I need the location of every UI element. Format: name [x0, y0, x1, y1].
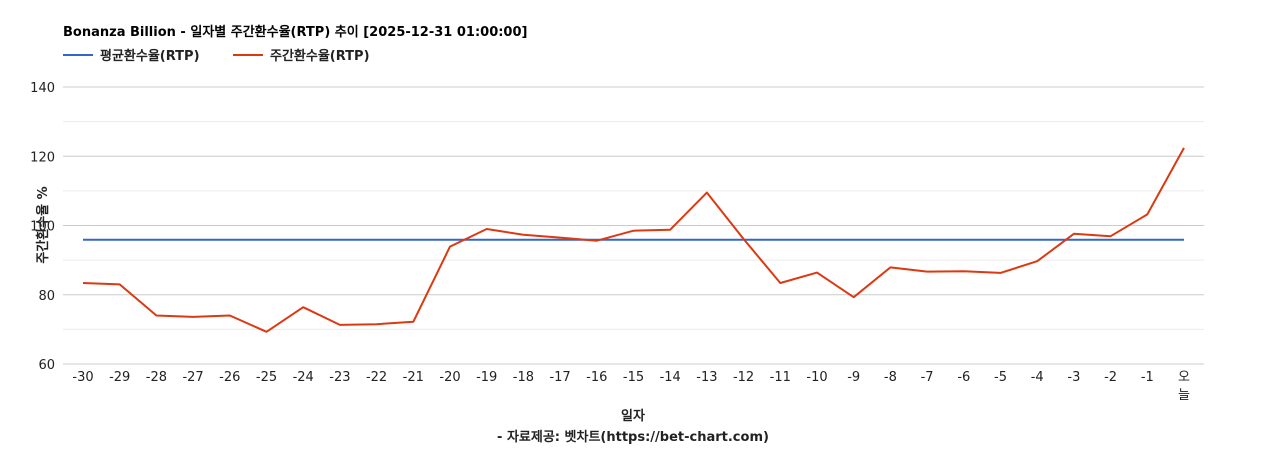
x-tick-label: -16 [586, 370, 607, 385]
x-tick-label: -6 [957, 370, 970, 385]
legend: 평균환수율(RTP) 주간환수율(RTP) [63, 48, 370, 64]
x-tick-label: -19 [476, 370, 497, 385]
x-tick-label: -4 [1031, 370, 1044, 385]
x-tick-label: -17 [549, 370, 570, 385]
x-tick-label: -3 [1067, 370, 1080, 385]
x-tick-label: -30 [72, 370, 93, 385]
y-tick-label: 120 [30, 150, 55, 165]
x-tick-label: -18 [513, 370, 534, 385]
y-axis-title: 주간환수율 % [35, 186, 51, 263]
x-axis-title: 일자 [621, 409, 645, 424]
x-tick-label: -2 [1104, 370, 1117, 385]
x-axis-ticks: -30 -29 -28 -27 -26 -25 -24 -23 -22 -21 -20 -19 -18-… [72, 370, 1190, 403]
legend-label-avg[interactable]: 평균환수율(RTP) [100, 48, 200, 64]
x-tick-label: -24 [293, 370, 314, 385]
x-tick-label: -25 [256, 370, 277, 385]
legend-label-weekly[interactable]: 주간환수율(RTP) [270, 48, 370, 64]
x-tick-label: -28 [146, 370, 167, 385]
x-tick-label: -26 [219, 370, 240, 385]
source-credit: - 자료제공: 벳차트(https://bet-chart.com) [497, 429, 769, 445]
x-tick-label: -7 [921, 370, 934, 385]
series-lines [82, 147, 1185, 333]
x-tick-label: -12 [733, 370, 754, 385]
x-tick-label: -15 [623, 370, 644, 385]
x-tick-label: -23 [329, 370, 350, 385]
y-tick-label: 80 [38, 289, 55, 304]
x-tick-label: -21 [403, 370, 424, 385]
x-tick-label: -1 [1141, 370, 1154, 385]
x-tick-label: -27 [182, 370, 203, 385]
x-tick-label: -9 [847, 370, 860, 385]
y-tick-label: 140 [30, 81, 55, 96]
series-line-weekly-rtp[interactable] [82, 147, 1185, 333]
x-tick-label: -20 [439, 370, 460, 385]
chart-title: Bonanza Billion - 일자별 주간환수율(RTP) 추이 [202… [63, 24, 527, 40]
y-axis-ticks: 60 80 100 120 140 [30, 81, 55, 373]
y-tick-label: 100 [30, 220, 55, 235]
gridlines [63, 86, 1204, 365]
y-tick-label: 60 [38, 358, 55, 373]
x-tick-label: -8 [884, 370, 897, 385]
x-tick-label: -11 [770, 370, 791, 385]
x-tick-label: -22 [366, 370, 387, 385]
x-tick-label: -29 [109, 370, 130, 385]
x-tick-label: -10 [806, 370, 827, 385]
x-tick-label: -5 [994, 370, 1007, 385]
x-tick-label: -14 [660, 370, 681, 385]
x-tick-label: -13 [696, 370, 717, 385]
